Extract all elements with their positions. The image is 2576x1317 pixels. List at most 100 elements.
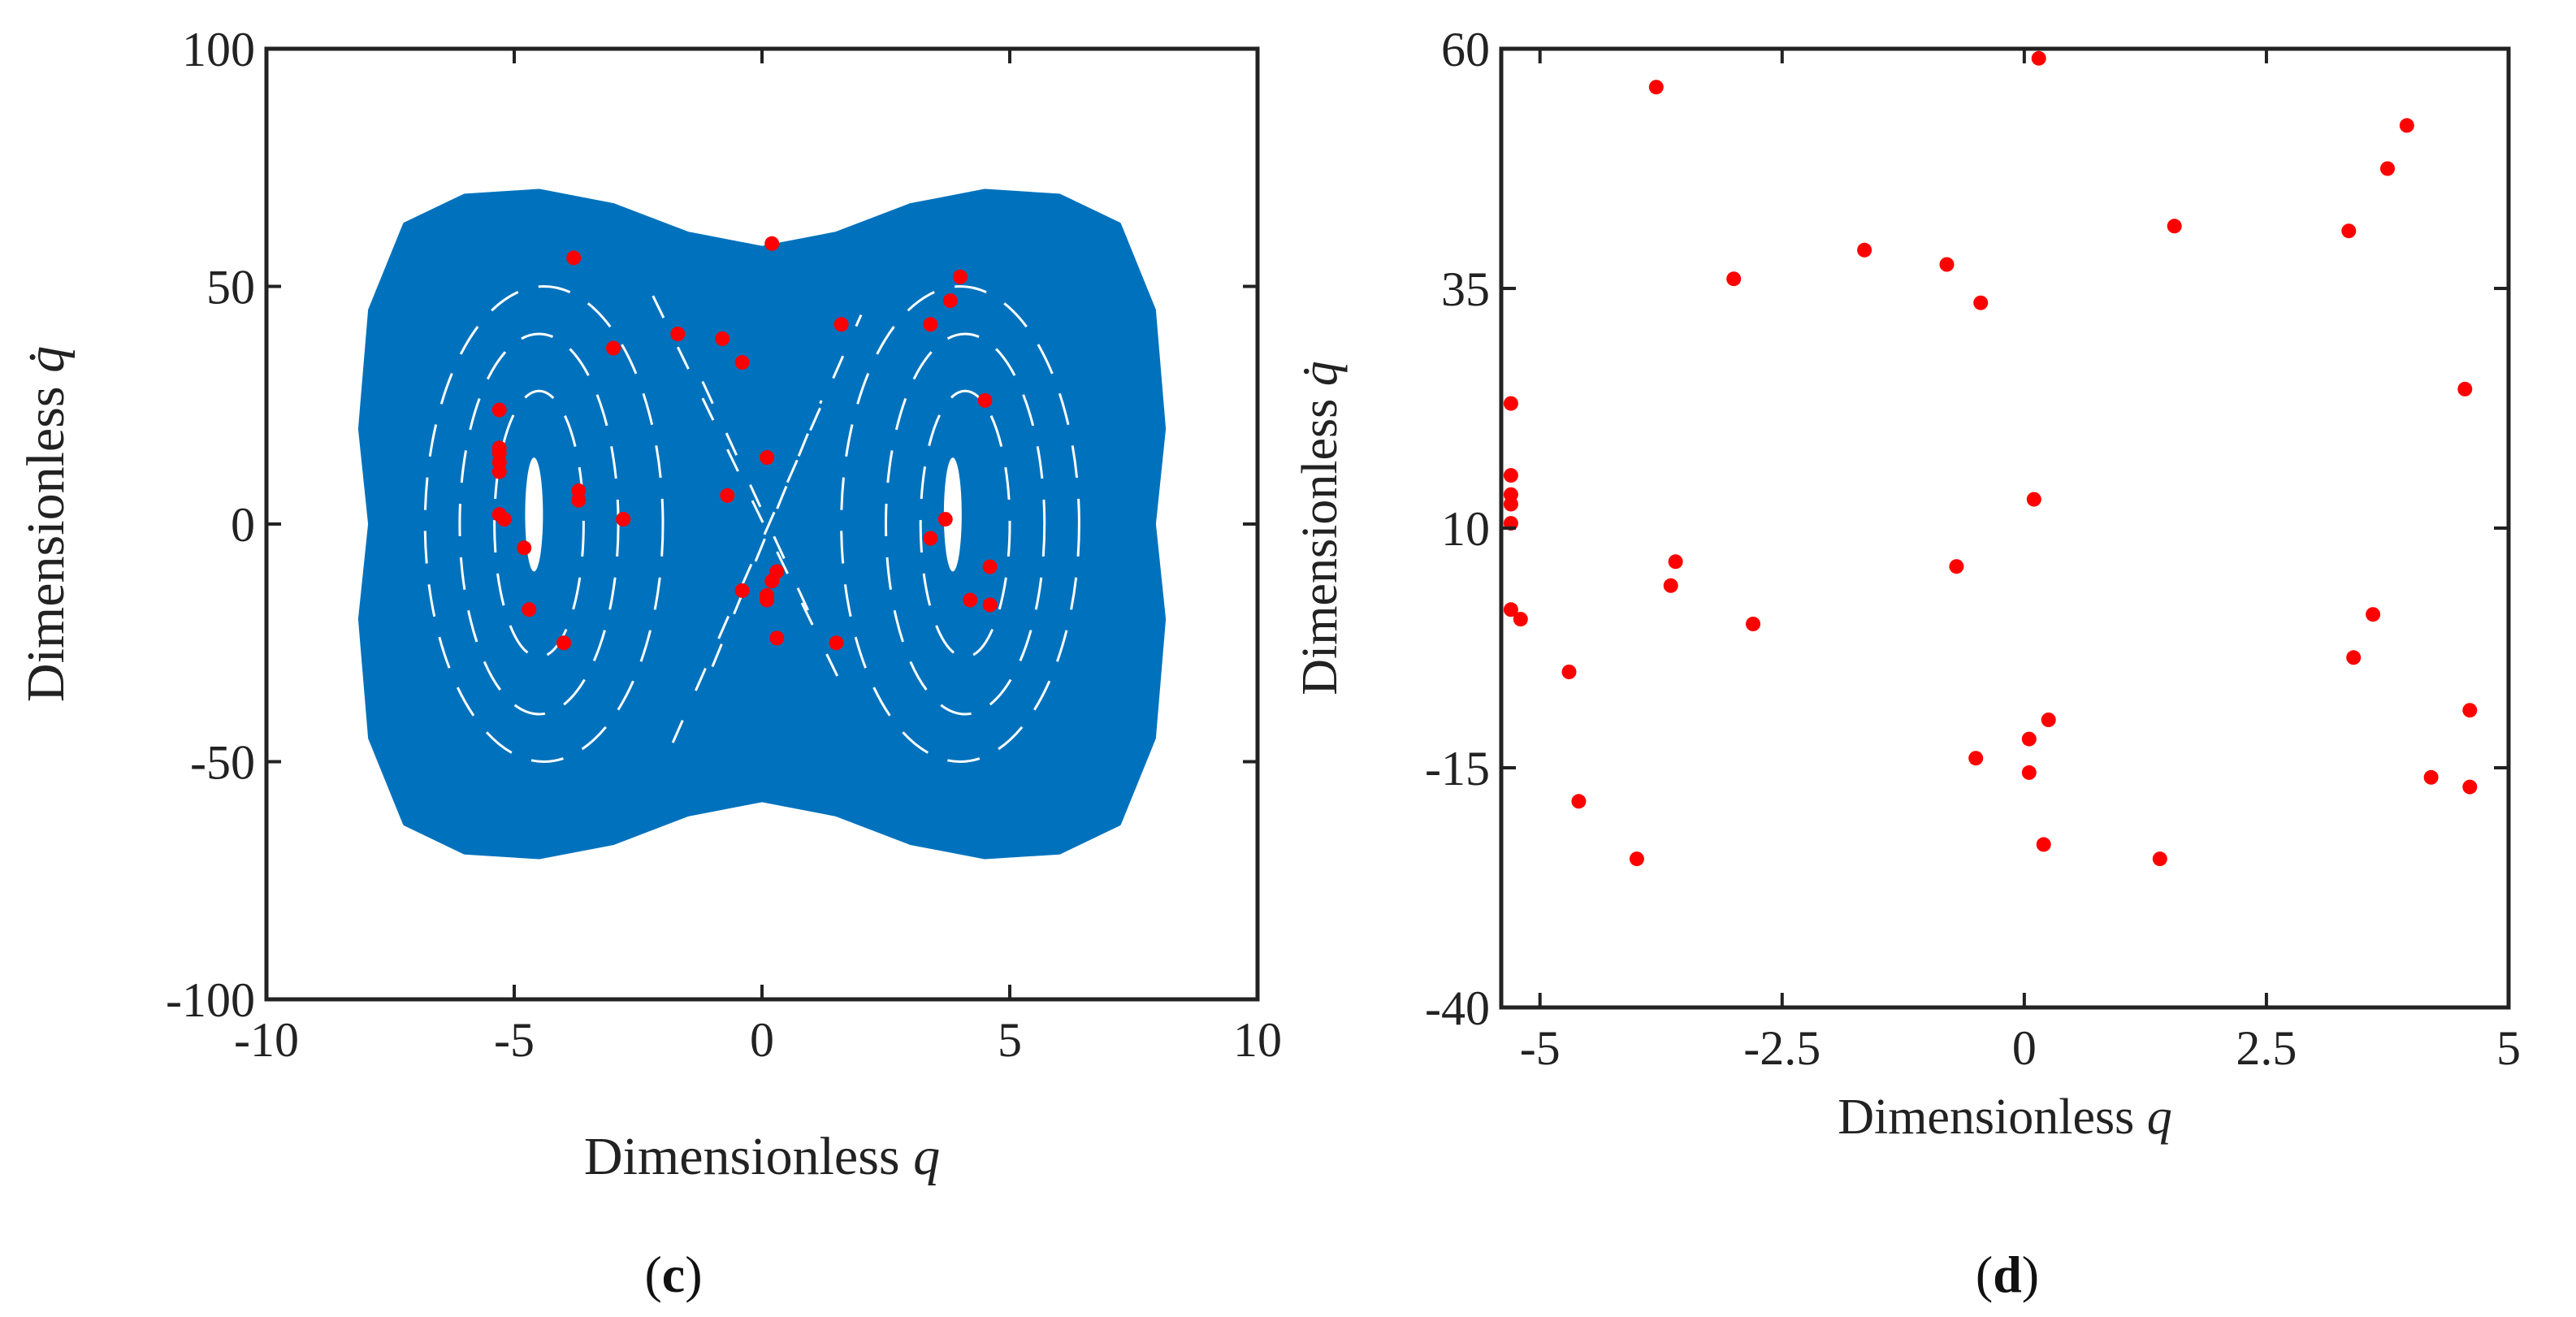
panel-c-data-point	[963, 592, 978, 608]
panel-c-data-point	[769, 630, 785, 646]
panel-d-data-point	[1663, 578, 1678, 593]
panel-d-data-point	[1629, 851, 1644, 867]
panel-c-data-point	[491, 402, 507, 418]
panel-c-data-point	[833, 317, 849, 332]
panel-c-data-point	[760, 592, 775, 608]
panel-d-x-tick-label: -2.5	[1743, 1021, 1821, 1075]
panel-c-data-point	[829, 635, 844, 651]
trajectory-streak	[652, 295, 853, 705]
panel-d-axis-ticks: -5 -2.5 0 2.5 5 -40 -15 10 35 60	[1425, 23, 2521, 1075]
panel-d-data-point	[1973, 295, 1989, 310]
trajectory-streak	[671, 314, 863, 743]
panel-d-data-point	[2462, 779, 2478, 795]
panel-d-plot-area	[1501, 49, 2509, 1007]
panel-d-data-point	[2423, 769, 2439, 785]
panel-c-caption: (c)	[644, 1246, 702, 1303]
panel-d-data-point	[2457, 381, 2473, 396]
panel-c-x-tick-label: -5	[494, 1013, 535, 1067]
panel-c-data-point	[953, 269, 968, 284]
panel-c-y-axis-label: Dimensionless q̇	[16, 346, 76, 702]
trajectory-gap	[943, 457, 962, 572]
panel-d-data-point	[1513, 612, 1528, 627]
panel-d-caption: (d)	[1976, 1246, 2039, 1303]
panel-d-data-point	[2380, 161, 2395, 176]
panel-d-data-point	[1503, 602, 1518, 617]
panel-d-x-axis-label: Dimensionless q	[1838, 1090, 2172, 1145]
panel-c-data-point	[715, 331, 730, 346]
panel-d-frame	[1499, 46, 2511, 1010]
phase-trajectory-region	[357, 188, 1167, 860]
panel-c-data-point	[923, 317, 938, 332]
panel-d-y-tick-label: 35	[1441, 262, 1490, 316]
panel-d-data-point	[2031, 50, 2046, 66]
panel-c-data-point	[977, 392, 993, 408]
panel-c-data-point	[491, 464, 507, 479]
panel-d-data-point	[2399, 118, 2414, 133]
panel-d-data-point	[1746, 617, 1760, 631]
trajectory-gap	[885, 332, 1046, 716]
panel-d-data-point	[1503, 468, 1518, 483]
trajectory-gap	[493, 389, 585, 659]
panel-d-y-tick-label: 10	[1441, 502, 1490, 556]
panel-c-frame	[264, 46, 1260, 1002]
panel-d-y-tick-label: -15	[1425, 742, 1490, 795]
panel-d-data-point	[1857, 242, 1872, 258]
panel-c-x-tick-label: 10	[1233, 1013, 1282, 1067]
panel-c-trajectory-layer	[357, 188, 1167, 860]
panel-c-data-point	[522, 602, 537, 617]
panel-c-y-tick-label: 50	[206, 261, 255, 314]
panel-c-data-point	[764, 236, 780, 251]
panel-d-marker-layer	[1503, 50, 2478, 867]
panel-d-data-point	[2041, 713, 2056, 727]
panel-d-data-point	[1503, 396, 1518, 411]
panel-d-y-tick-label: -40	[1425, 981, 1490, 1035]
panel-c-data-point	[764, 574, 780, 589]
trajectory-gap	[919, 389, 1011, 659]
panel-d-x-tick-label: 0	[2012, 1021, 2037, 1075]
panel-d-data-point	[1939, 257, 1955, 272]
panel-c-data-point	[566, 250, 582, 266]
trajectory-gap	[423, 285, 665, 763]
panel-d-y-tick-label: 60	[1441, 23, 1490, 76]
panel-c-data-point	[606, 340, 621, 356]
panel-d-x-tick-label: 5	[2496, 1021, 2521, 1075]
panel-d-data-point	[1561, 665, 1577, 679]
panel-c-y-tick-label: 100	[182, 23, 255, 76]
panel-c-data-point	[734, 583, 750, 598]
panel-c-data-point	[571, 492, 587, 508]
panel-d-data-point	[1503, 496, 1518, 512]
panel-c-data-point	[734, 355, 750, 370]
panel-d-data-point	[1648, 80, 1664, 95]
panel-d-data-point	[2026, 492, 2041, 507]
panel-c-y-tick-label: -100	[166, 973, 255, 1027]
panel-d-data-point	[1571, 794, 1587, 809]
panel-c-data-point	[923, 531, 938, 546]
panel-c-data-point	[720, 487, 735, 503]
panel-d-data-point	[2152, 851, 2167, 867]
panel-c-data-point	[496, 512, 512, 527]
panel-d-data-point	[2036, 837, 2051, 852]
panel-c-data-point	[616, 512, 631, 527]
panel-c-data-point	[670, 327, 686, 341]
panel-d-y-axis-label: Dimensionless q̇	[1292, 361, 1348, 695]
panel-d-data-point	[2021, 765, 2037, 780]
panel-c-marker-layer	[491, 236, 998, 651]
panel-d-data-point	[2341, 223, 2357, 239]
panel-c-data-point	[982, 559, 998, 574]
trajectory-gap	[840, 285, 1080, 763]
trajectory-streak	[711, 400, 823, 668]
panel-d-data-point	[1726, 271, 1742, 287]
panel-d-x-tick-label: 2.5	[2236, 1021, 2297, 1075]
panel-d-data-point	[2021, 731, 2037, 747]
panel-d-data-point	[2462, 703, 2478, 718]
panel-c-x-axis-label: Dimensionless q	[584, 1127, 940, 1186]
panel-d-data-point	[2346, 650, 2362, 665]
panel-c-y-tick-label: 0	[231, 498, 255, 552]
panel-d-x-tick-label: -5	[1520, 1021, 1561, 1075]
panel-c-y-tick-label: -50	[190, 736, 255, 790]
panel-c-x-tick-label: 5	[998, 1013, 1022, 1067]
panel-c-data-point	[517, 540, 532, 556]
trajectory-streak	[701, 380, 818, 630]
